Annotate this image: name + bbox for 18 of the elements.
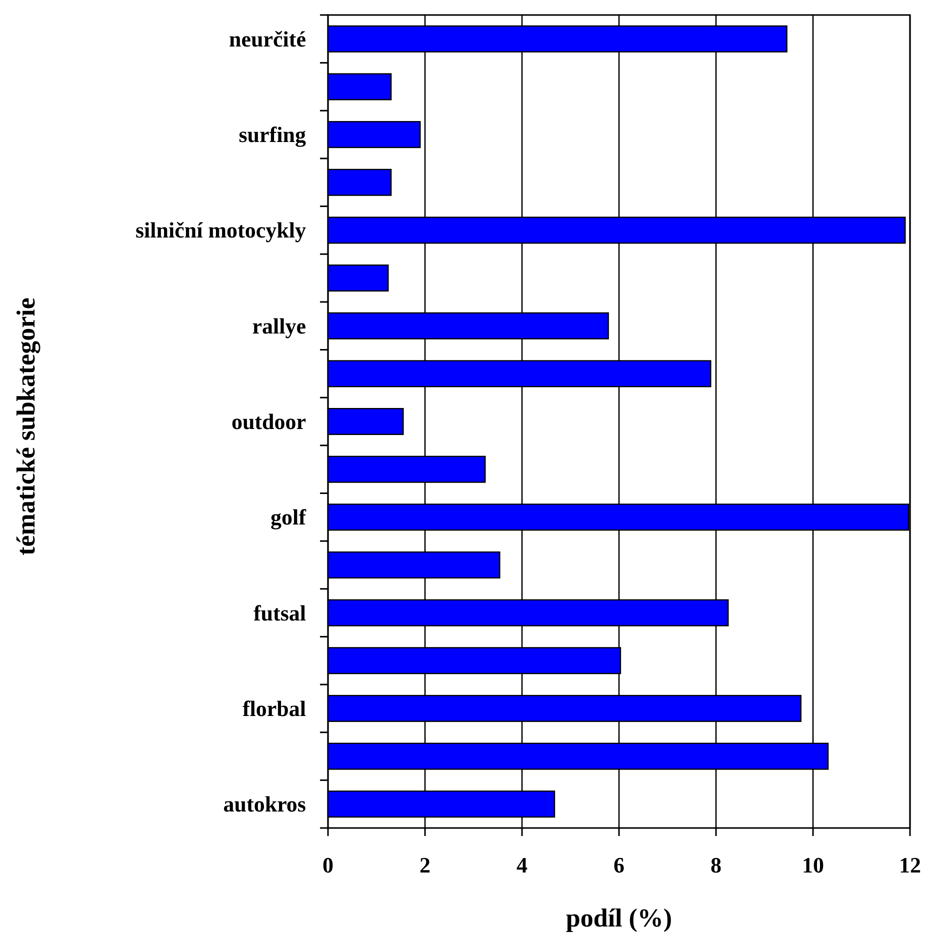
x-tick-label: 10 — [802, 852, 824, 878]
x-axis-title: podíl (%) — [566, 904, 672, 932]
y-tick-label: futsal — [253, 600, 306, 626]
y-tick-label: florbal — [242, 696, 306, 721]
y-tick-label: outdoor — [231, 409, 306, 434]
y-tick-label: rallye — [252, 313, 306, 338]
y-tick-label: autokros — [223, 792, 306, 817]
x-tick-label: 2 — [420, 852, 430, 878]
y-tick-label: silniční motocykly — [135, 218, 306, 243]
x-tick-label: 12 — [899, 852, 921, 878]
x-tick-label: 0 — [322, 852, 334, 878]
y-tick-label: neurčité — [229, 26, 306, 52]
x-tick-label: 8 — [710, 852, 722, 878]
x-tick-label: 6 — [614, 852, 624, 878]
y-tick-label: golf — [270, 504, 307, 530]
x-tick-label: 4 — [516, 852, 528, 878]
y-tick-label: surfing — [238, 122, 306, 148]
y-axis-title: tématické subkategorie — [12, 298, 40, 556]
